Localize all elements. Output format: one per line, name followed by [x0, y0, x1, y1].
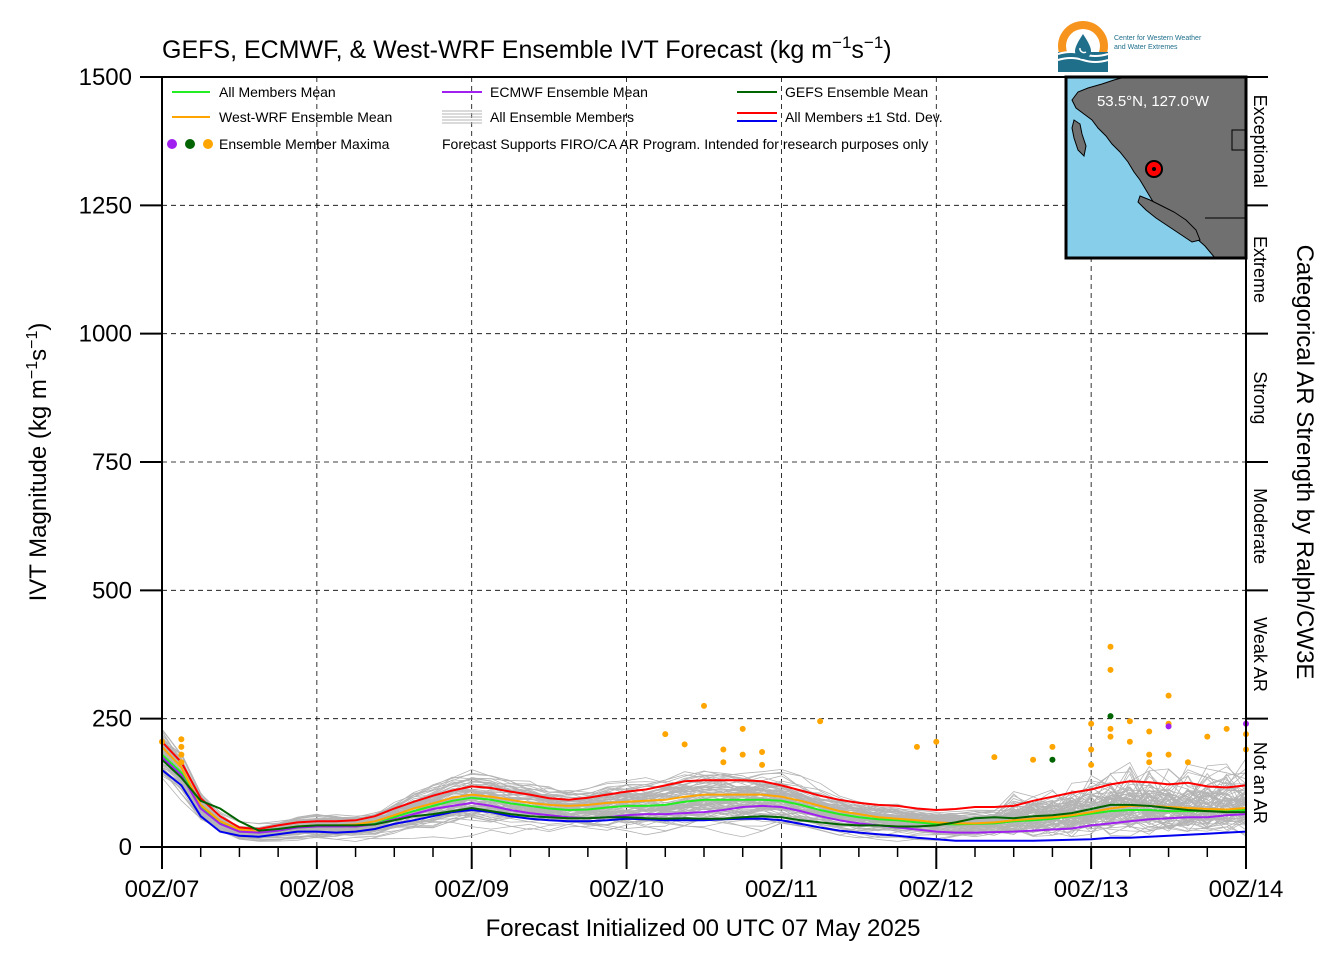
member-maximum-point	[1165, 723, 1172, 730]
legend: All Members Mean West-WRF Ensemble Mean …	[167, 84, 943, 152]
category-label: Extreme	[1250, 236, 1270, 303]
member-maximum-point	[178, 736, 185, 743]
x-axis-ticks: 00Z/07 00Z/08 00Z/09 00Z/10 00Z/11 00Z/12 00Z/…	[125, 847, 1284, 903]
legend-all-mean: All Members Mean	[219, 84, 336, 100]
member-maximum-point	[1088, 720, 1095, 727]
map-island-north	[1071, 119, 1087, 158]
member-maximum-point	[1223, 725, 1230, 732]
member-maximum-point	[720, 746, 727, 753]
std-dev-upper-line	[162, 741, 1246, 831]
x-tick-label: 00Z/12	[899, 876, 974, 903]
x-tick-label: 00Z/08	[279, 876, 354, 903]
chart-title: GEFS, ECMWF, & West-WRF Ensemble IVT For…	[162, 33, 892, 64]
y-tick-label: 1500	[79, 64, 132, 91]
category-label: Strong	[1250, 371, 1270, 424]
member-maximum-point	[1107, 643, 1114, 650]
member-maximum-point	[1146, 751, 1153, 758]
member-maximum-point	[933, 738, 940, 745]
y-tick-label: 750	[92, 449, 132, 476]
member-maximum-point	[913, 743, 920, 750]
member-maximum-point	[1049, 756, 1056, 763]
logo-text-1: Center for Western Weather	[1114, 35, 1202, 42]
member-maximum-point	[1107, 733, 1114, 740]
x-tick-label: 00Z/13	[1054, 876, 1129, 903]
gefs-ensemble-mean-line	[162, 758, 1246, 832]
member-maximum-point	[1088, 746, 1095, 753]
x-tick-label: 00Z/07	[125, 876, 200, 903]
legend-gefs-mean: GEFS Ensemble Mean	[785, 84, 928, 100]
y-axis-label: IVT Magnitude (kg m−1s−1)	[24, 323, 52, 602]
ensemble-member-line	[162, 770, 1246, 838]
member-maxima-points	[159, 643, 1249, 768]
y-tick-label: 500	[92, 577, 132, 604]
ensemble-member-line	[162, 751, 1246, 830]
y-tick-label: 250	[92, 706, 132, 733]
location-label: 53.5°N, 127.0°W	[1097, 93, 1210, 110]
member-maximum-point	[1126, 718, 1133, 725]
ensemble-member-line	[162, 767, 1246, 837]
member-maximum-point	[178, 751, 185, 758]
member-maximum-point	[1184, 759, 1191, 766]
std-dev-lower-line	[162, 769, 1246, 842]
member-maximum-point	[720, 759, 727, 766]
member-maximum-point	[991, 754, 998, 761]
map-island-large	[1137, 195, 1201, 243]
map-border	[1205, 129, 1246, 219]
legend-ecmwf-mean: ECMWF Ensemble Mean	[490, 84, 648, 100]
mean-series-lines	[162, 741, 1246, 842]
logo-text-2: and Water Extremes	[1114, 44, 1178, 51]
x-tick-label: 00Z/11	[745, 876, 818, 903]
member-maximum-point	[759, 749, 766, 756]
legend-wrf-mean: West-WRF Ensemble Mean	[219, 109, 392, 125]
member-maximum-point	[1165, 751, 1172, 758]
x-axis-label: Forecast Initialized 00 UTC 07 May 2025	[486, 915, 921, 942]
member-maximum-point	[178, 743, 185, 750]
ar-category-labels: Not an AR Weak AR Moderate Strong Extreme Exc…	[1246, 76, 1270, 824]
member-maximum-point	[1165, 692, 1172, 699]
member-maximum-point	[1049, 743, 1056, 750]
member-maximum-point	[681, 741, 688, 748]
legend-note: Forecast Supports FIRO/CA AR Program. In…	[442, 136, 928, 152]
member-maximum-point	[1030, 756, 1037, 763]
inset-map: 53.5°N, 127.0°W	[1064, 75, 1248, 260]
legend-maxima: Ensemble Member Maxima	[219, 136, 390, 152]
x-tick-label: 00Z/09	[434, 876, 509, 903]
y-axis-ticks: 0 250 500 750 1000 1250 1500	[79, 64, 162, 861]
member-maximum-point	[739, 751, 746, 758]
legend-std-dev: All Members ±1 Std. Dev.	[785, 109, 943, 125]
member-maximum-point	[662, 731, 669, 738]
member-maximum-point	[759, 761, 766, 768]
member-maximum-point	[1107, 713, 1114, 720]
member-maximum-point	[1146, 759, 1153, 766]
right-axis-label: Categorical AR Strength by Ralph/CW3E	[1291, 245, 1318, 680]
y-tick-label: 1250	[79, 192, 132, 219]
x-tick-label: 00Z/14	[1209, 876, 1284, 903]
category-label: Exceptional	[1250, 95, 1270, 188]
y-tick-label: 1000	[79, 321, 132, 348]
cw3e-logo: Center for Western Weather and Water Ext…	[1057, 21, 1202, 72]
member-maximum-point	[817, 718, 824, 725]
member-maximum-point	[1126, 738, 1133, 745]
member-maximum-point	[1088, 761, 1095, 768]
category-label: Not an AR	[1250, 742, 1270, 824]
category-label: Weak AR	[1250, 617, 1270, 692]
member-maximum-point	[739, 725, 746, 732]
x-tick-label: 00Z/10	[589, 876, 664, 903]
member-maximum-point	[178, 759, 185, 766]
member-maximum-point	[1146, 728, 1153, 735]
member-maximum-point	[1107, 666, 1114, 673]
ecmwf-ensemble-mean-line	[162, 756, 1246, 834]
member-maximum-point	[701, 702, 707, 709]
y-tick-label: 0	[119, 834, 132, 861]
member-maximum-point	[1204, 733, 1211, 740]
member-maximum-point	[1107, 725, 1114, 732]
category-label: Moderate	[1250, 488, 1270, 564]
legend-all-members: All Ensemble Members	[490, 109, 634, 125]
